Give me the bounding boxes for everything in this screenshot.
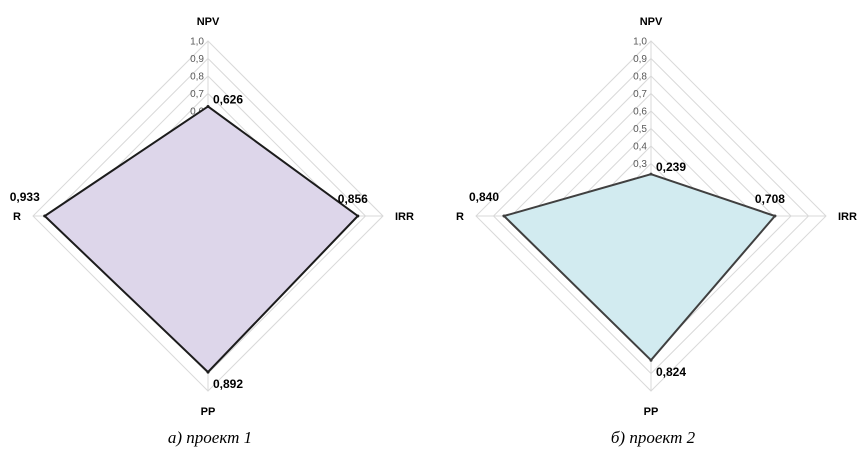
axis-label-npv: NPV bbox=[640, 16, 663, 28]
value-label-pp: 0,892 bbox=[213, 377, 243, 391]
axis-label-npv: NPV bbox=[197, 16, 220, 28]
tick-label: 0,8 bbox=[633, 72, 647, 83]
value-label-npv: 0,626 bbox=[213, 92, 243, 106]
chart-caption-project-1: а) проект 1 bbox=[167, 428, 253, 447]
data-series: 0,239 0,708 0,824 0,840 bbox=[469, 160, 785, 379]
data-point-npv bbox=[206, 104, 210, 108]
value-label-npv: 0,239 bbox=[656, 160, 686, 174]
tick-label: 0,6 bbox=[633, 107, 647, 118]
tick-label: 0,7 bbox=[190, 89, 204, 100]
radar-chart-project-1: 0,00,10,20,30,40,50,60,70,80,91,0 0,6260… bbox=[10, 16, 414, 418]
value-label-r: 0,933 bbox=[10, 190, 40, 204]
axis-labels: NPV IRR PP R bbox=[456, 16, 857, 418]
value-label-irr: 0,708 bbox=[755, 192, 785, 206]
axis-label-pp: PP bbox=[201, 406, 216, 418]
data-point-irr bbox=[356, 214, 360, 218]
tick-label: 0,4 bbox=[633, 142, 647, 153]
chart-caption-project-2: б) проект 2 bbox=[610, 428, 696, 447]
tick-label: 0,5 bbox=[633, 124, 647, 135]
tick-label: 0,6 bbox=[190, 107, 204, 118]
data-point-pp bbox=[206, 370, 210, 374]
axis-labels: NPV IRR PP R bbox=[13, 16, 414, 418]
radar-chart-project-2: 0,00,10,20,30,40,50,60,70,80,91,0 0,2390… bbox=[456, 16, 857, 418]
data-point-pp bbox=[649, 358, 653, 362]
data-point-npv bbox=[649, 172, 653, 176]
data-point-r bbox=[43, 214, 47, 218]
value-label-r: 0,840 bbox=[469, 190, 499, 204]
axis-label-pp: PP bbox=[644, 406, 659, 418]
tick-label: 0,9 bbox=[190, 54, 204, 65]
data-polygon bbox=[43, 105, 360, 374]
tick-label: 0,8 bbox=[190, 72, 204, 83]
tick-label: 1,0 bbox=[190, 37, 204, 48]
data-point-irr bbox=[773, 214, 777, 218]
data-series: 0,626 0,856 0,892 0,933 bbox=[10, 92, 368, 391]
value-label-irr: 0,856 bbox=[338, 192, 368, 206]
tick-label: 0,3 bbox=[633, 159, 647, 170]
value-label-pp: 0,824 bbox=[656, 365, 686, 379]
data-point-r bbox=[502, 214, 506, 218]
tick-label: 0,9 bbox=[633, 54, 647, 65]
axis-label-irr: IRR bbox=[838, 211, 857, 223]
axis-label-irr: IRR bbox=[395, 211, 414, 223]
tick-label: 0,7 bbox=[633, 89, 647, 100]
axis-label-r: R bbox=[456, 211, 464, 223]
axis-label-r: R bbox=[13, 211, 21, 223]
tick-label: 1,0 bbox=[633, 37, 647, 48]
